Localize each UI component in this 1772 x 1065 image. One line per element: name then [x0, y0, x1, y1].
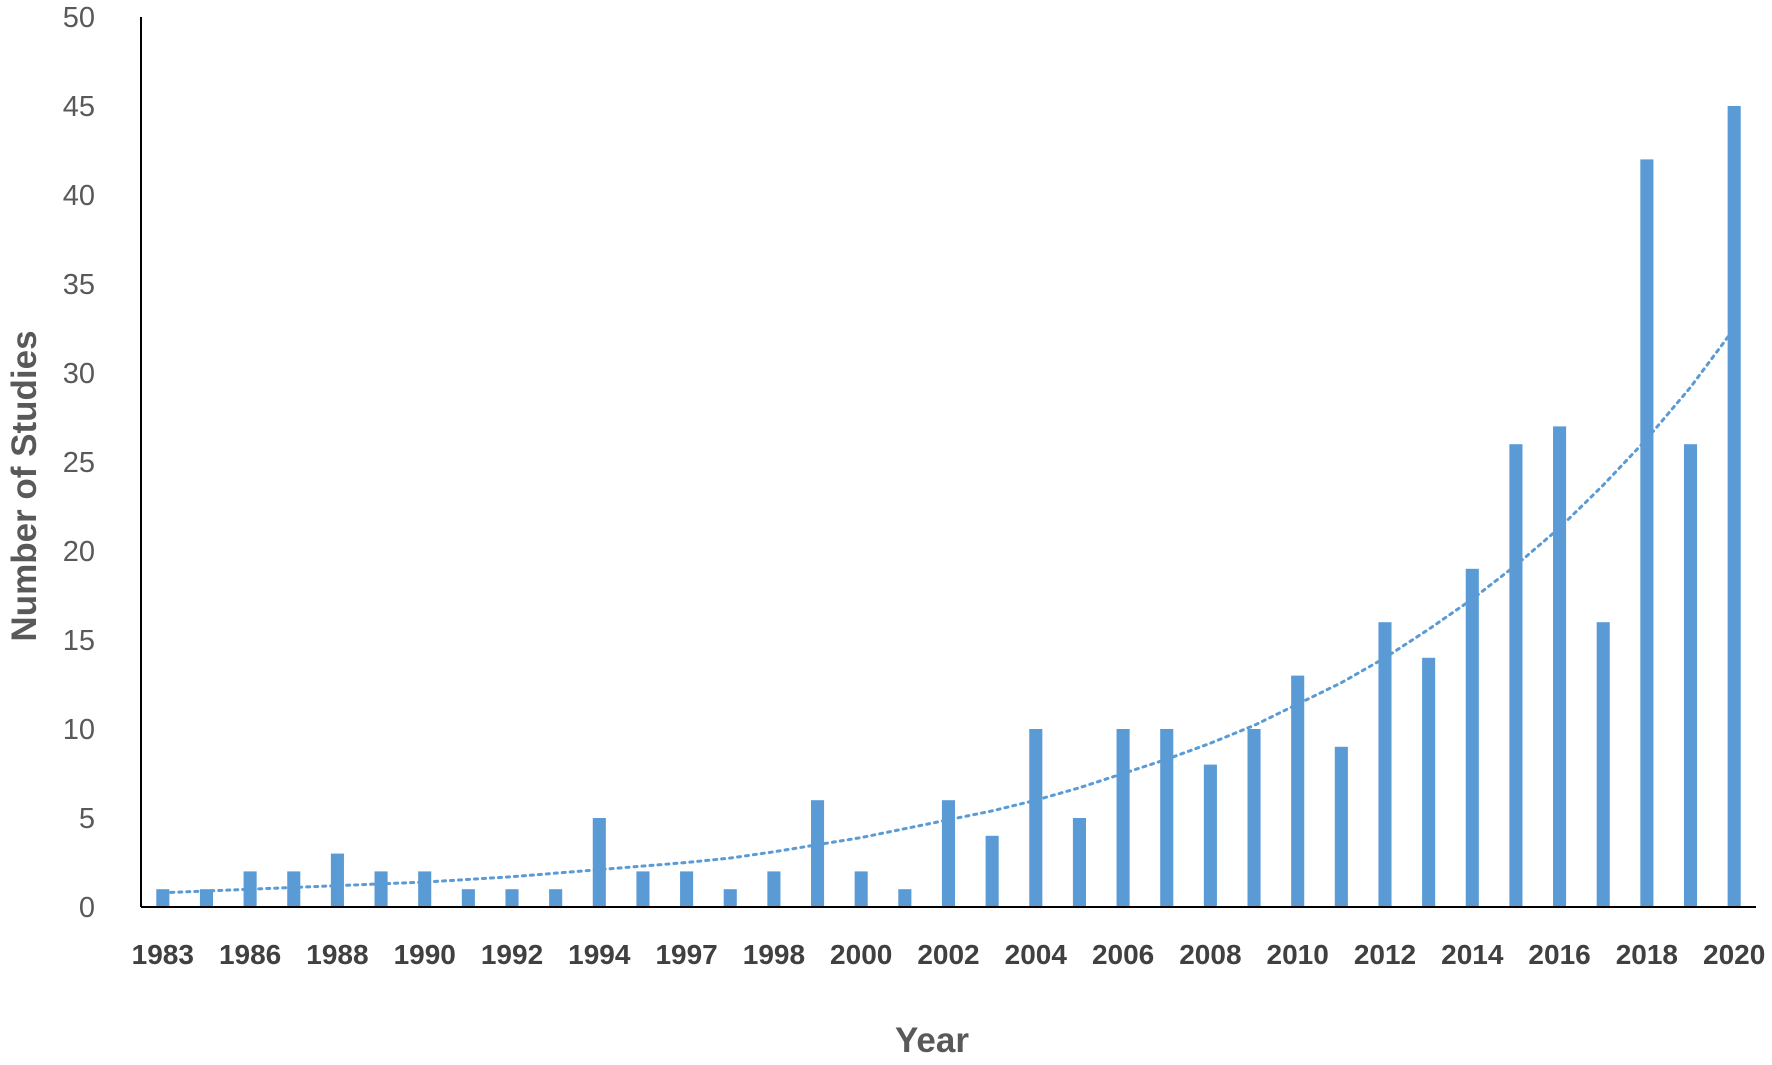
x-tick-label: 2018	[1616, 939, 1678, 970]
x-tick-label: 1988	[306, 939, 368, 970]
bar-2004	[1029, 729, 1043, 907]
x-tick-label: 1994	[568, 939, 631, 970]
bar-1989	[374, 871, 388, 907]
bar-1993	[549, 889, 563, 907]
bar-1994	[592, 818, 606, 907]
bar-2020	[1727, 106, 1741, 907]
x-tick-label: 2006	[1092, 939, 1154, 970]
bar-2007	[1160, 729, 1174, 907]
bar-1998	[767, 871, 781, 907]
bar-1999	[811, 800, 825, 907]
bar-2000	[854, 871, 868, 907]
x-tick-label: 2004	[1005, 939, 1068, 970]
bar-2013	[1422, 657, 1436, 907]
y-tick-label: 5	[79, 803, 95, 835]
bar-2011	[1334, 746, 1348, 907]
x-tick-label: 1990	[394, 939, 456, 970]
x-tick-label: 1998	[743, 939, 805, 970]
bar-1997b	[723, 889, 737, 907]
x-tick-label: 2020	[1703, 939, 1765, 970]
bar-2002	[941, 800, 956, 907]
bar-1995	[636, 871, 650, 907]
x-tick-label: 1986	[219, 939, 281, 970]
bar-2014	[1465, 568, 1479, 907]
x-tick-label: 2008	[1179, 939, 1241, 970]
bar-2001	[898, 889, 912, 907]
bar-2006	[1116, 729, 1130, 907]
bar-2003	[985, 835, 999, 907]
y-tick-label: 25	[63, 447, 95, 479]
x-tick-label: 2010	[1267, 939, 1329, 970]
bar-2009	[1247, 729, 1261, 907]
bar-2010	[1291, 675, 1305, 907]
bar-1987	[287, 871, 301, 907]
bar-1991	[461, 889, 475, 907]
y-axis-title: Number of Studies	[5, 330, 44, 641]
y-tick-label: 10	[63, 714, 95, 746]
y-tick-label: 20	[63, 536, 95, 568]
x-tick-label: 2000	[830, 939, 892, 970]
bar-1997	[680, 871, 694, 907]
y-tick-label: 30	[63, 358, 95, 390]
bar-2019	[1683, 444, 1698, 907]
y-tick-label: 0	[79, 892, 95, 924]
bars	[156, 106, 1741, 907]
bar-2018	[1640, 159, 1654, 907]
bar-2012	[1378, 622, 1392, 907]
bar-1992	[505, 889, 519, 907]
x-tick-label: 2014	[1441, 939, 1504, 970]
x-tick-label: 2012	[1354, 939, 1416, 970]
x-tick-label: 1997	[655, 939, 717, 970]
x-tick-label: 2016	[1528, 939, 1590, 970]
trend-line	[161, 327, 1736, 895]
y-tick-label: 50	[63, 2, 95, 34]
bar-1990	[418, 871, 432, 907]
x-tick-labels: 1983 1986 1988 1990 1992 1994 1997 1998 2000 2002…	[132, 939, 1766, 970]
x-tick-label: 1983	[132, 939, 194, 970]
y-tick-label: 45	[63, 91, 95, 123]
x-tick-label: 1992	[481, 939, 543, 970]
x-tick-label: 2002	[917, 939, 979, 970]
x-axis-title: Year	[895, 1021, 969, 1060]
y-tick-label: 40	[63, 180, 95, 212]
bar-2016	[1553, 426, 1567, 907]
bar-1988	[330, 853, 344, 907]
y-tick-label: 15	[63, 625, 95, 657]
y-tick-labels: 0 5 10 15 20 25 30 35 40 45 50	[63, 2, 95, 924]
bar-2005	[1072, 818, 1086, 907]
bar-2015	[1509, 444, 1523, 907]
bar-2008	[1203, 764, 1217, 907]
bar-2017	[1596, 622, 1610, 907]
y-tick-label: 35	[63, 269, 95, 301]
bar-1985	[199, 889, 214, 907]
